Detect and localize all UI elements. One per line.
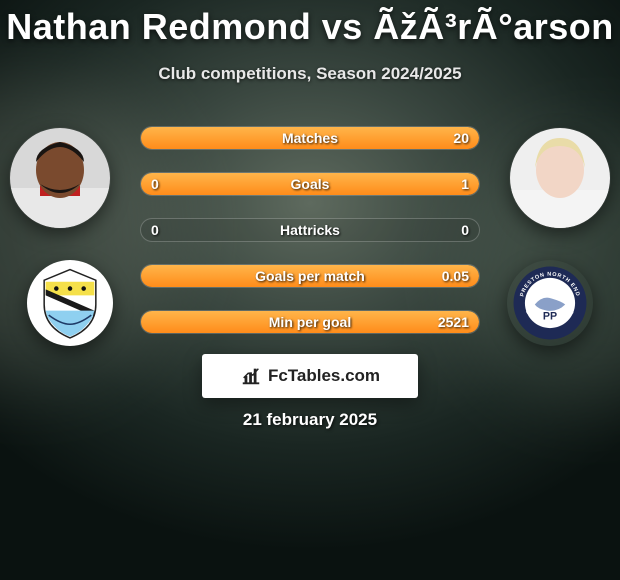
page-title: Nathan Redmond vs ÃžÃ³rÃ°arson xyxy=(0,6,620,48)
stat-label: Hattricks xyxy=(280,222,340,238)
brand-text: FcTables.com xyxy=(268,366,380,386)
svg-text:PP: PP xyxy=(543,311,557,323)
stat-value-right: 20 xyxy=(453,130,469,146)
stat-row: Min per goal 2521 xyxy=(140,310,480,334)
stat-label: Matches xyxy=(282,130,338,146)
stat-value-right: 2521 xyxy=(438,314,469,330)
club-right-crest-icon: PP PRESTON NORTH END ESTABLISHED 1880 xyxy=(512,265,588,341)
stat-row: Goals per match 0.05 xyxy=(140,264,480,288)
stat-row: Hattricks 0 0 xyxy=(140,218,480,242)
stat-row: Matches 20 xyxy=(140,126,480,150)
player-left-face-icon xyxy=(10,128,110,228)
club-left-crest xyxy=(27,260,113,346)
content: Nathan Redmond vs ÃžÃ³rÃ°arson Club comp… xyxy=(0,0,620,84)
stat-value-right: 1 xyxy=(461,176,469,192)
brand-badge: FcTables.com xyxy=(202,354,418,398)
stat-label: Min per goal xyxy=(269,314,351,330)
page-subtitle: Club competitions, Season 2024/2025 xyxy=(0,64,620,84)
date-text: 21 february 2025 xyxy=(0,410,620,430)
stat-value-left: 0 xyxy=(151,176,159,192)
player-right-portrait xyxy=(510,128,610,228)
club-right-crest: PP PRESTON NORTH END ESTABLISHED 1880 xyxy=(507,260,593,346)
stats-container: Matches 20 Goals 1 0 Hattricks 0 0 Goals per mat… xyxy=(140,126,480,356)
player-right-face-icon xyxy=(510,128,610,228)
stat-label: Goals per match xyxy=(255,268,365,284)
stat-value-left: 0 xyxy=(151,222,159,238)
stat-value-right: 0.05 xyxy=(442,268,469,284)
stat-row: Goals 1 0 xyxy=(140,172,480,196)
stat-value-right: 0 xyxy=(461,222,469,238)
club-left-crest-icon xyxy=(32,265,108,341)
brand-chart-icon xyxy=(240,365,262,387)
player-left-portrait xyxy=(10,128,110,228)
stat-label: Goals xyxy=(291,176,330,192)
